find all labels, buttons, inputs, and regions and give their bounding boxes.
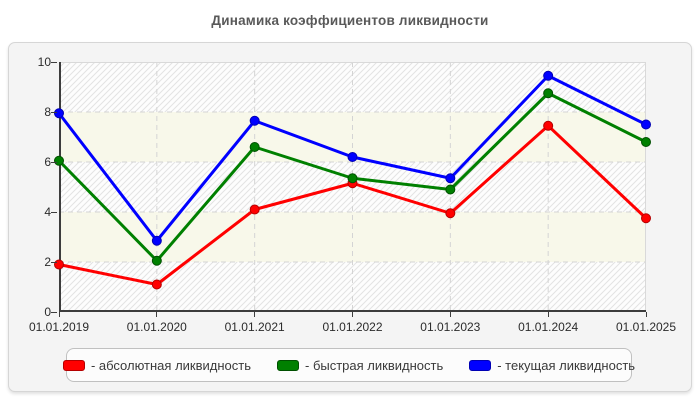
chart-title: Динамика коэффициентов ликвидности bbox=[211, 13, 489, 28]
legend-swatch-quick-liquidity bbox=[277, 359, 299, 371]
marker-current-liquidity bbox=[543, 70, 554, 81]
marker-current-liquidity bbox=[445, 173, 456, 184]
x-axis-tick-mark bbox=[352, 312, 353, 317]
marker-absolute-liquidity bbox=[151, 279, 162, 290]
marker-quick-liquidity bbox=[54, 155, 64, 166]
marker-current-liquidity bbox=[249, 115, 260, 126]
y-axis-tick-mark bbox=[51, 161, 57, 163]
legend-label-current-liquidity: - текущая ликвидность bbox=[497, 357, 636, 373]
x-axis-tick-mark bbox=[58, 312, 60, 317]
y-axis-tick-mark bbox=[51, 311, 57, 313]
plot-area bbox=[54, 62, 651, 312]
marker-current-liquidity bbox=[641, 119, 651, 130]
x-axis-tick-label: 01.01.2025 bbox=[615, 320, 677, 334]
plot-band bbox=[59, 62, 646, 112]
x-axis-tick-mark bbox=[547, 312, 549, 317]
marker-absolute-liquidity bbox=[641, 213, 651, 224]
y-axis-tick-mark bbox=[51, 111, 57, 113]
marker-quick-liquidity bbox=[249, 142, 260, 152]
y-axis-tick-label: 10 bbox=[37, 55, 51, 69]
marker-quick-liquidity bbox=[151, 255, 162, 266]
chart-panel: 0 2 4 6 8 10 01.01.2019 01.01.2020 01.01.2021 01… bbox=[8, 42, 692, 392]
marker-absolute-liquidity bbox=[249, 204, 260, 215]
x-axis-tick-mark bbox=[449, 312, 451, 317]
legend-item-absolute-liquidity: - абсолютная ликвидность bbox=[62, 357, 251, 373]
legend: - абсолютная ликвидность - быстрая ликвид… bbox=[62, 348, 635, 382]
y-axis-tick-mark bbox=[51, 261, 57, 263]
x-axis-tick-label: 01.01.2022 bbox=[322, 320, 383, 334]
legend-item-quick-liquidity: - быстрая ликвидность bbox=[277, 358, 443, 373]
x-axis-tick-label: 01.01.2021 bbox=[224, 320, 285, 334]
legend-item-current-liquidity: - текущая ликвидность bbox=[469, 358, 635, 373]
legend-label-absolute-liquidity: - абсолютная ликвидность bbox=[90, 357, 251, 373]
chart-canvas bbox=[54, 62, 651, 312]
x-axis-tick-label: 01.01.2019 bbox=[28, 320, 90, 334]
y-axis-tick-label: 8 bbox=[44, 105, 51, 119]
y-axis-tick-label: 0 bbox=[44, 305, 51, 319]
y-axis-tick-label: 2 bbox=[44, 255, 51, 269]
x-axis-tick-label: 01.01.2020 bbox=[126, 320, 187, 334]
y-axis-tick-mark bbox=[51, 61, 57, 63]
marker-current-liquidity bbox=[54, 108, 64, 119]
marker-absolute-liquidity bbox=[543, 120, 554, 131]
marker-quick-liquidity bbox=[445, 184, 456, 195]
x-axis-tick-mark bbox=[156, 312, 158, 317]
legend-swatch-current-liquidity bbox=[469, 359, 492, 371]
y-axis-tick-mark bbox=[51, 211, 57, 213]
x-axis-tick-label: 01.01.2023 bbox=[420, 320, 481, 334]
marker-absolute-liquidity bbox=[445, 208, 456, 219]
y-axis-tick-label: 4 bbox=[44, 205, 51, 219]
legend-label-quick-liquidity: - быстрая ликвидность bbox=[305, 357, 444, 373]
marker-current-liquidity bbox=[151, 235, 162, 246]
x-axis-tick-mark bbox=[254, 312, 256, 317]
marker-quick-liquidity bbox=[543, 88, 554, 99]
x-axis-tick-label: 01.01.2024 bbox=[518, 320, 579, 334]
marker-current-liquidity bbox=[347, 152, 358, 162]
y-axis-tick-label: 6 bbox=[44, 155, 51, 169]
marker-quick-liquidity bbox=[641, 137, 651, 147]
marker-quick-liquidity bbox=[347, 173, 358, 184]
legend-swatch-absolute-liquidity bbox=[62, 359, 85, 371]
x-axis-tick-mark bbox=[645, 312, 647, 317]
